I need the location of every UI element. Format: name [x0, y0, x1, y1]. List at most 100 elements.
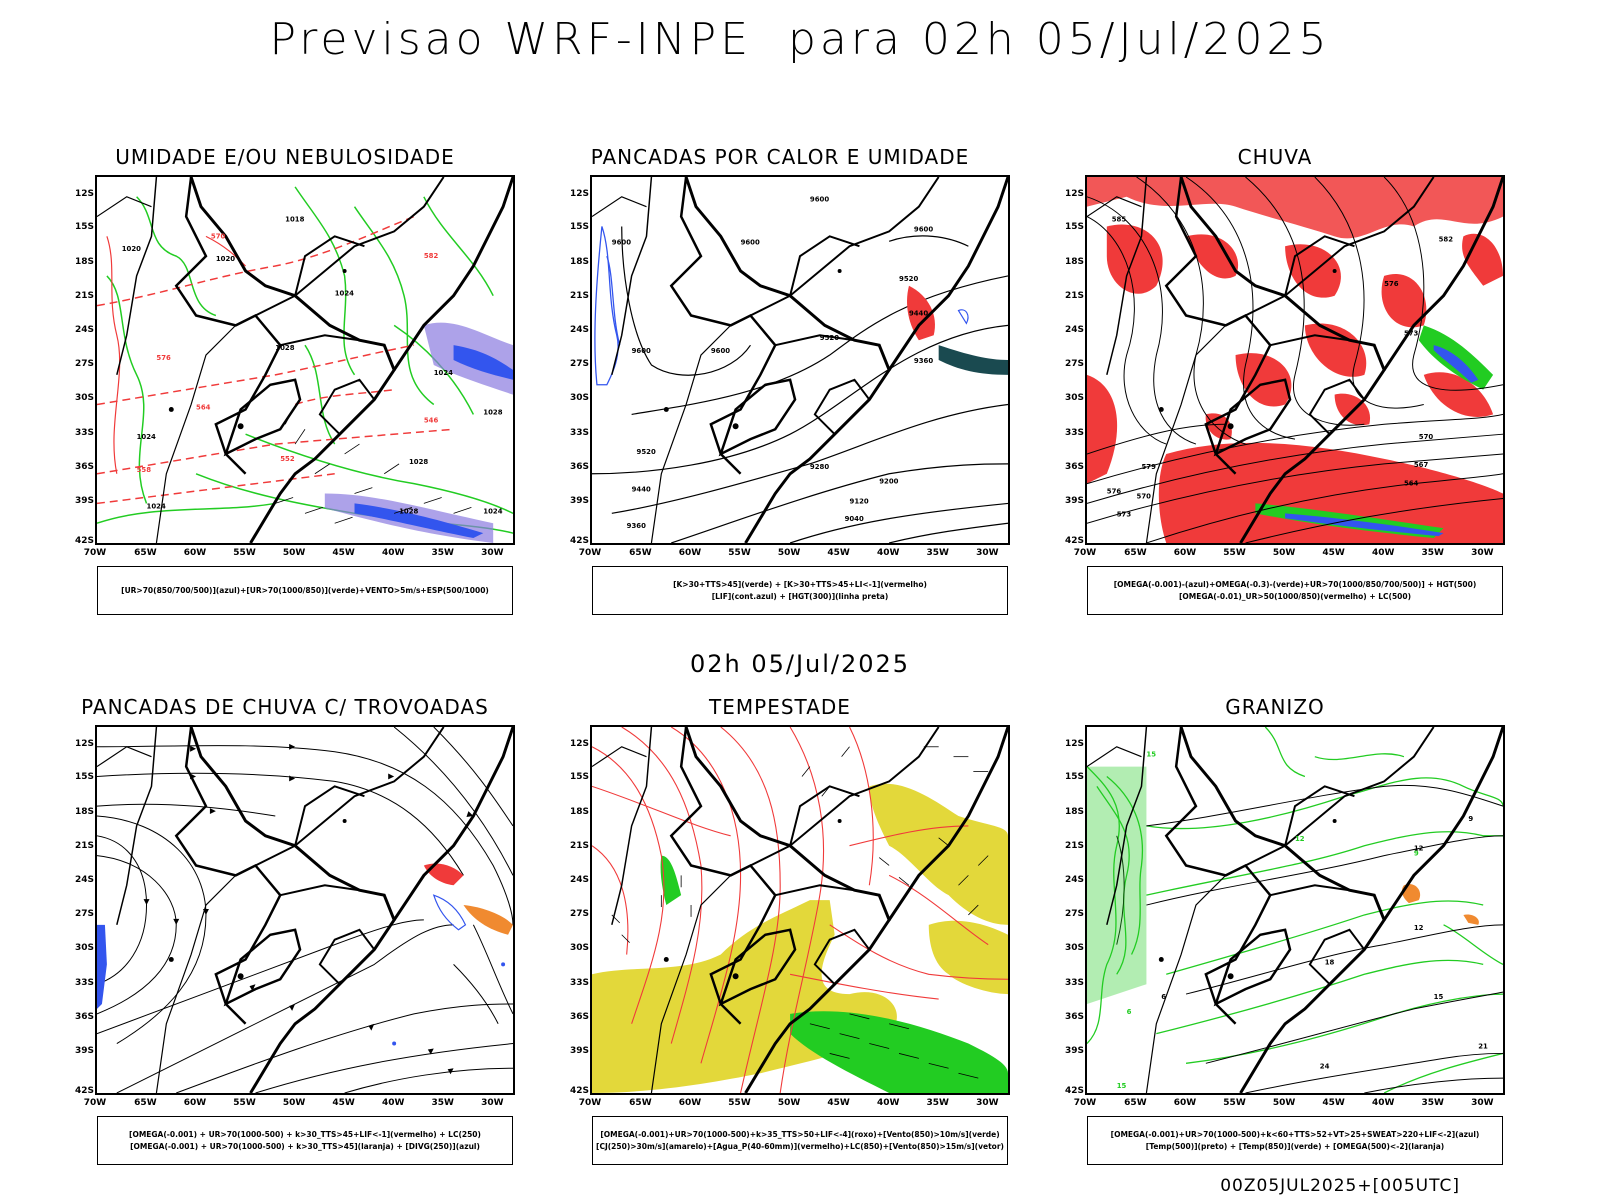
lat-label: 30S [74, 393, 94, 404]
lon-label: 50W [1272, 548, 1296, 558]
lat-label: 21S [569, 840, 589, 851]
lat-label: 21S [74, 840, 94, 851]
lon-label: 50W [777, 1098, 801, 1108]
lat-label: 15S [569, 772, 589, 783]
lon-label: 65W [1124, 548, 1147, 558]
lon-label: 60W [678, 548, 702, 558]
lat-label: 39S [1064, 496, 1084, 507]
contour-label: 1028 [399, 507, 418, 515]
lon-label: 40W [381, 1098, 405, 1108]
lat-label: 27S [1064, 359, 1084, 370]
legend-line: [LIF](cont.azul) + [HGT(300)](linha pret… [711, 591, 889, 601]
lon-axis: 70W 65W 60W 55W 50W 45W 40W 35W 30W [84, 1098, 515, 1110]
legend-box: [K>30+TTS>45](verde) + [K>30+TTS>45+LI<-… [592, 566, 1008, 615]
lon-label: 35W [431, 548, 454, 558]
panel-umidade: UMIDADE E/OU NEBULOSIDADE 12S 15S 18S 21… [70, 145, 515, 620]
lat-label: 39S [1064, 1046, 1084, 1057]
lat-label: 18S [74, 256, 94, 267]
map-pancadas-calor[interactable]: 9600 9600 9600 9600 9600 9600 9520 9440 … [590, 175, 1010, 545]
panel-title: PANCADAS DE CHUVA C/ TROVOADAS [81, 695, 489, 719]
contour-label: 1028 [483, 408, 502, 416]
map-tempestade[interactable] [590, 725, 1010, 1095]
lat-label: 21S [74, 290, 94, 301]
contour-label: 9360 [627, 522, 646, 530]
lon-axis: 70W 65W 60W 55W 50W 45W 40W 35W 30W [579, 548, 1010, 560]
legend-box: [OMEGA(-0.001) + UR>70(1000-500) + k>30_… [97, 1116, 513, 1165]
lat-label: 18S [74, 806, 94, 817]
lat-label: 36S [569, 1011, 589, 1022]
lon-label: 30W [481, 1098, 504, 1108]
contour-label: 9280 [810, 463, 829, 471]
lat-label: 24S [74, 875, 94, 886]
contour-label: 576 [156, 354, 171, 362]
legend-line: [OMEGA(-0.001)-(azul)+OMEGA(-0.3)-(verde… [1113, 579, 1477, 589]
lon-label: 40W [1371, 1098, 1395, 1108]
lon-label: 35W [1421, 1098, 1444, 1108]
lon-label: 65W [1124, 1098, 1147, 1108]
lon-label: 30W [976, 1098, 999, 1108]
lat-label: 33S [569, 427, 589, 438]
lat-label: 24S [569, 325, 589, 336]
lat-label: 12S [569, 188, 589, 199]
lat-label: 39S [569, 1046, 589, 1057]
lat-axis: 12S 15S 18S 21S 24S 27S 30S 33S 36S 39S … [559, 175, 589, 547]
contour-label: 15 [1434, 993, 1444, 1001]
lon-label: 40W [1371, 548, 1395, 558]
lat-label: 33S [1064, 427, 1084, 438]
lat-label: 15S [1064, 222, 1084, 233]
lon-label: 65W [134, 1098, 157, 1108]
contour-label: 570 [1137, 492, 1152, 500]
lat-label: 42S [569, 536, 589, 547]
panel-granizo: GRANIZO 12S 15S 18S 21S 24S 27S 30S 33S … [1060, 695, 1505, 1170]
map-trovoadas[interactable] [95, 725, 515, 1095]
map-chuva[interactable]: 585 582 576 573 570 567 564 579 573 570 … [1085, 175, 1505, 545]
panel-title: UMIDADE E/OU NEBULOSIDADE [115, 145, 455, 169]
contour-label: 9 [1468, 815, 1473, 823]
lat-label: 27S [569, 909, 589, 920]
contour-label: 18 [1325, 958, 1335, 966]
lat-label: 42S [74, 536, 94, 547]
contour-label: 567 [1414, 461, 1429, 469]
lat-label: 36S [74, 461, 94, 472]
lat-label: 30S [1064, 943, 1084, 954]
lon-axis: 70W 65W 60W 55W 50W 45W 40W 35W 30W [1074, 1098, 1505, 1110]
lat-label: 39S [74, 496, 94, 507]
panel-trovoadas: PANCADAS DE CHUVA C/ TROVOADAS 12S 15S 1… [70, 695, 515, 1170]
lat-axis: 12S 15S 18S 21S 24S 27S 30S 33S 36S 39S … [559, 725, 589, 1097]
contour-label: 9600 [741, 238, 760, 246]
lon-axis: 70W 65W 60W 55W 50W 45W 40W 35W 30W [84, 548, 515, 560]
lon-label: 35W [1421, 548, 1444, 558]
contour-label: 1020 [216, 255, 235, 263]
lon-label: 50W [282, 1098, 306, 1108]
lat-label: 39S [74, 1046, 94, 1057]
lon-label: 60W [678, 1098, 702, 1108]
contour-label: 24 [1320, 1062, 1330, 1070]
contour-label: 9600 [914, 225, 933, 233]
lon-label: 50W [282, 548, 306, 558]
lat-label: 12S [569, 738, 589, 749]
lat-label: 24S [569, 875, 589, 886]
contour-label: 576 [1384, 280, 1399, 288]
lat-label: 36S [1064, 461, 1084, 472]
contour-label: 9600 [612, 238, 631, 246]
lon-label: 45W [1322, 548, 1345, 558]
legend-line: [OMEGA(-0.01)_UR>50(1000/850)(vermelho) … [1178, 591, 1412, 601]
contour-label: 15 [1117, 1082, 1127, 1090]
contour-label: 9520 [899, 275, 918, 283]
map-granizo[interactable]: 15 12 9 6 15 21 24 18 15 12 9 12 6 [1085, 725, 1505, 1095]
contour-label: 1024 [434, 369, 453, 377]
legend-line: [K>30+TTS>45](verde) + [K>30+TTS>45+LI<-… [673, 579, 927, 589]
lat-label: 15S [74, 222, 94, 233]
legend-box: [UR>70(850/700/500)](azul)+[UR>70(1000/8… [97, 566, 513, 615]
contour-label: 564 [196, 403, 211, 411]
lat-label: 30S [569, 393, 589, 404]
contour-label: 9040 [845, 515, 864, 523]
map-umidade[interactable]: 1020 1018 1020 1024 1028 1024 1024 1028 … [95, 175, 515, 545]
lon-label: 35W [926, 1098, 949, 1108]
contour-label: 573 [1404, 329, 1419, 337]
lat-axis: 12S 15S 18S 21S 24S 27S 30S 33S 36S 39S … [64, 725, 94, 1097]
legend-box: [OMEGA(-0.001)+UR>70(1000-500)+k<60+TTS>… [1087, 1116, 1503, 1165]
lon-label: 45W [827, 548, 850, 558]
lon-label: 55W [1223, 1098, 1246, 1108]
lon-label: 45W [332, 1098, 355, 1108]
